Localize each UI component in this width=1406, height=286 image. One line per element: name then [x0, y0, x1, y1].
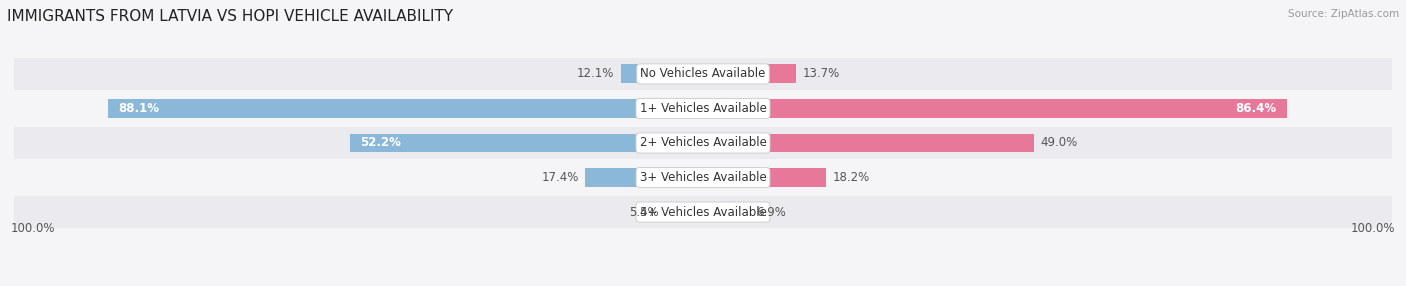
Bar [703, 168, 825, 187]
Bar [703, 202, 749, 222]
Text: 18.2%: 18.2% [832, 171, 870, 184]
Bar [621, 64, 703, 84]
Text: 17.4%: 17.4% [541, 171, 579, 184]
Bar [350, 134, 703, 152]
Text: 6.9%: 6.9% [756, 206, 786, 219]
Text: 2+ Vehicles Available: 2+ Vehicles Available [640, 136, 766, 150]
Text: Source: ZipAtlas.com: Source: ZipAtlas.com [1288, 9, 1399, 19]
Text: 3+ Vehicles Available: 3+ Vehicles Available [640, 171, 766, 184]
Text: No Vehicles Available: No Vehicles Available [640, 67, 766, 80]
Bar [703, 99, 1286, 118]
Text: 4+ Vehicles Available: 4+ Vehicles Available [640, 206, 766, 219]
Bar [14, 58, 1392, 90]
Bar [703, 134, 1033, 152]
Bar [666, 202, 703, 222]
Text: 1+ Vehicles Available: 1+ Vehicles Available [640, 102, 766, 115]
Text: 52.2%: 52.2% [360, 136, 401, 150]
Text: 12.1%: 12.1% [576, 67, 614, 80]
Text: 100.0%: 100.0% [10, 222, 55, 235]
Text: 100.0%: 100.0% [1351, 222, 1396, 235]
Text: 86.4%: 86.4% [1236, 102, 1277, 115]
Bar [108, 99, 703, 118]
Bar [703, 64, 796, 84]
Bar [585, 168, 703, 187]
Bar [14, 196, 1392, 228]
Bar [14, 93, 1392, 124]
Text: 5.5%: 5.5% [630, 206, 659, 219]
Text: 88.1%: 88.1% [118, 102, 159, 115]
Bar [14, 162, 1392, 193]
Bar [14, 127, 1392, 159]
Text: 13.7%: 13.7% [803, 67, 839, 80]
Text: 49.0%: 49.0% [1040, 136, 1078, 150]
Text: IMMIGRANTS FROM LATVIA VS HOPI VEHICLE AVAILABILITY: IMMIGRANTS FROM LATVIA VS HOPI VEHICLE A… [7, 9, 453, 23]
